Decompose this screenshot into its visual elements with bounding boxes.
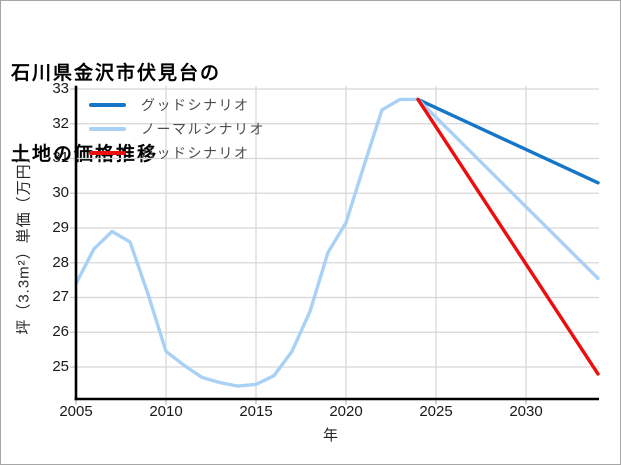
y-axis-label: 坪（3.3m²）単価（万円） bbox=[15, 147, 33, 335]
bad-scenario-line-swatch bbox=[89, 151, 126, 155]
y-tick-32: 32 bbox=[52, 115, 69, 132]
legend-item-good-scenario: グッドシナリオ bbox=[89, 93, 265, 117]
chart-title-line1: 石川県金沢市伏見台の bbox=[11, 62, 222, 84]
y-tick-33: 33 bbox=[52, 80, 69, 97]
x-tick-2005: 2005 bbox=[59, 403, 93, 420]
series-line-normal-scenario bbox=[416, 97, 600, 281]
y-tick-27: 27 bbox=[52, 288, 69, 305]
y-tick-26: 26 bbox=[52, 323, 69, 340]
y-tick-29: 29 bbox=[52, 219, 69, 236]
normal-scenario-line-swatch bbox=[89, 127, 126, 131]
chart-title: 石川県金沢市伏見台の 土地の価格推移 bbox=[11, 7, 221, 223]
chart-title-line2: 土地の価格推移 bbox=[11, 143, 159, 165]
legend-item-bad-scenario: バッドシナリオ bbox=[89, 141, 265, 165]
x-tick-2025: 2025 bbox=[419, 403, 453, 420]
series-line-historical bbox=[74, 97, 420, 388]
x-axis-label: 年 bbox=[322, 427, 339, 444]
x-tick-2015: 2015 bbox=[239, 403, 273, 420]
legend-item-normal-scenario: ノーマルシナリオ bbox=[89, 117, 265, 141]
good-scenario-line-swatch bbox=[89, 103, 126, 107]
series-line-bad-scenario bbox=[416, 97, 600, 376]
chart-legend: グッドシナリオ ノーマルシナリオ バッドシナリオ bbox=[89, 93, 265, 165]
y-tick-31: 31 bbox=[52, 149, 69, 166]
y-tick-25: 25 bbox=[52, 358, 69, 375]
series-line-good-scenario bbox=[416, 97, 600, 185]
x-tick-2030: 2030 bbox=[509, 403, 543, 420]
y-tick-28: 28 bbox=[52, 254, 69, 271]
legend-label-normal-scenario: ノーマルシナリオ bbox=[141, 121, 265, 137]
chart-canvas bbox=[70, 85, 600, 405]
legend-label-good-scenario: グッドシナリオ bbox=[141, 97, 250, 113]
x-tick-2020: 2020 bbox=[329, 403, 363, 420]
x-tick-2010: 2010 bbox=[149, 403, 183, 420]
legend-label-bad-scenario: バッドシナリオ bbox=[141, 145, 250, 161]
y-tick-30: 30 bbox=[52, 184, 69, 201]
